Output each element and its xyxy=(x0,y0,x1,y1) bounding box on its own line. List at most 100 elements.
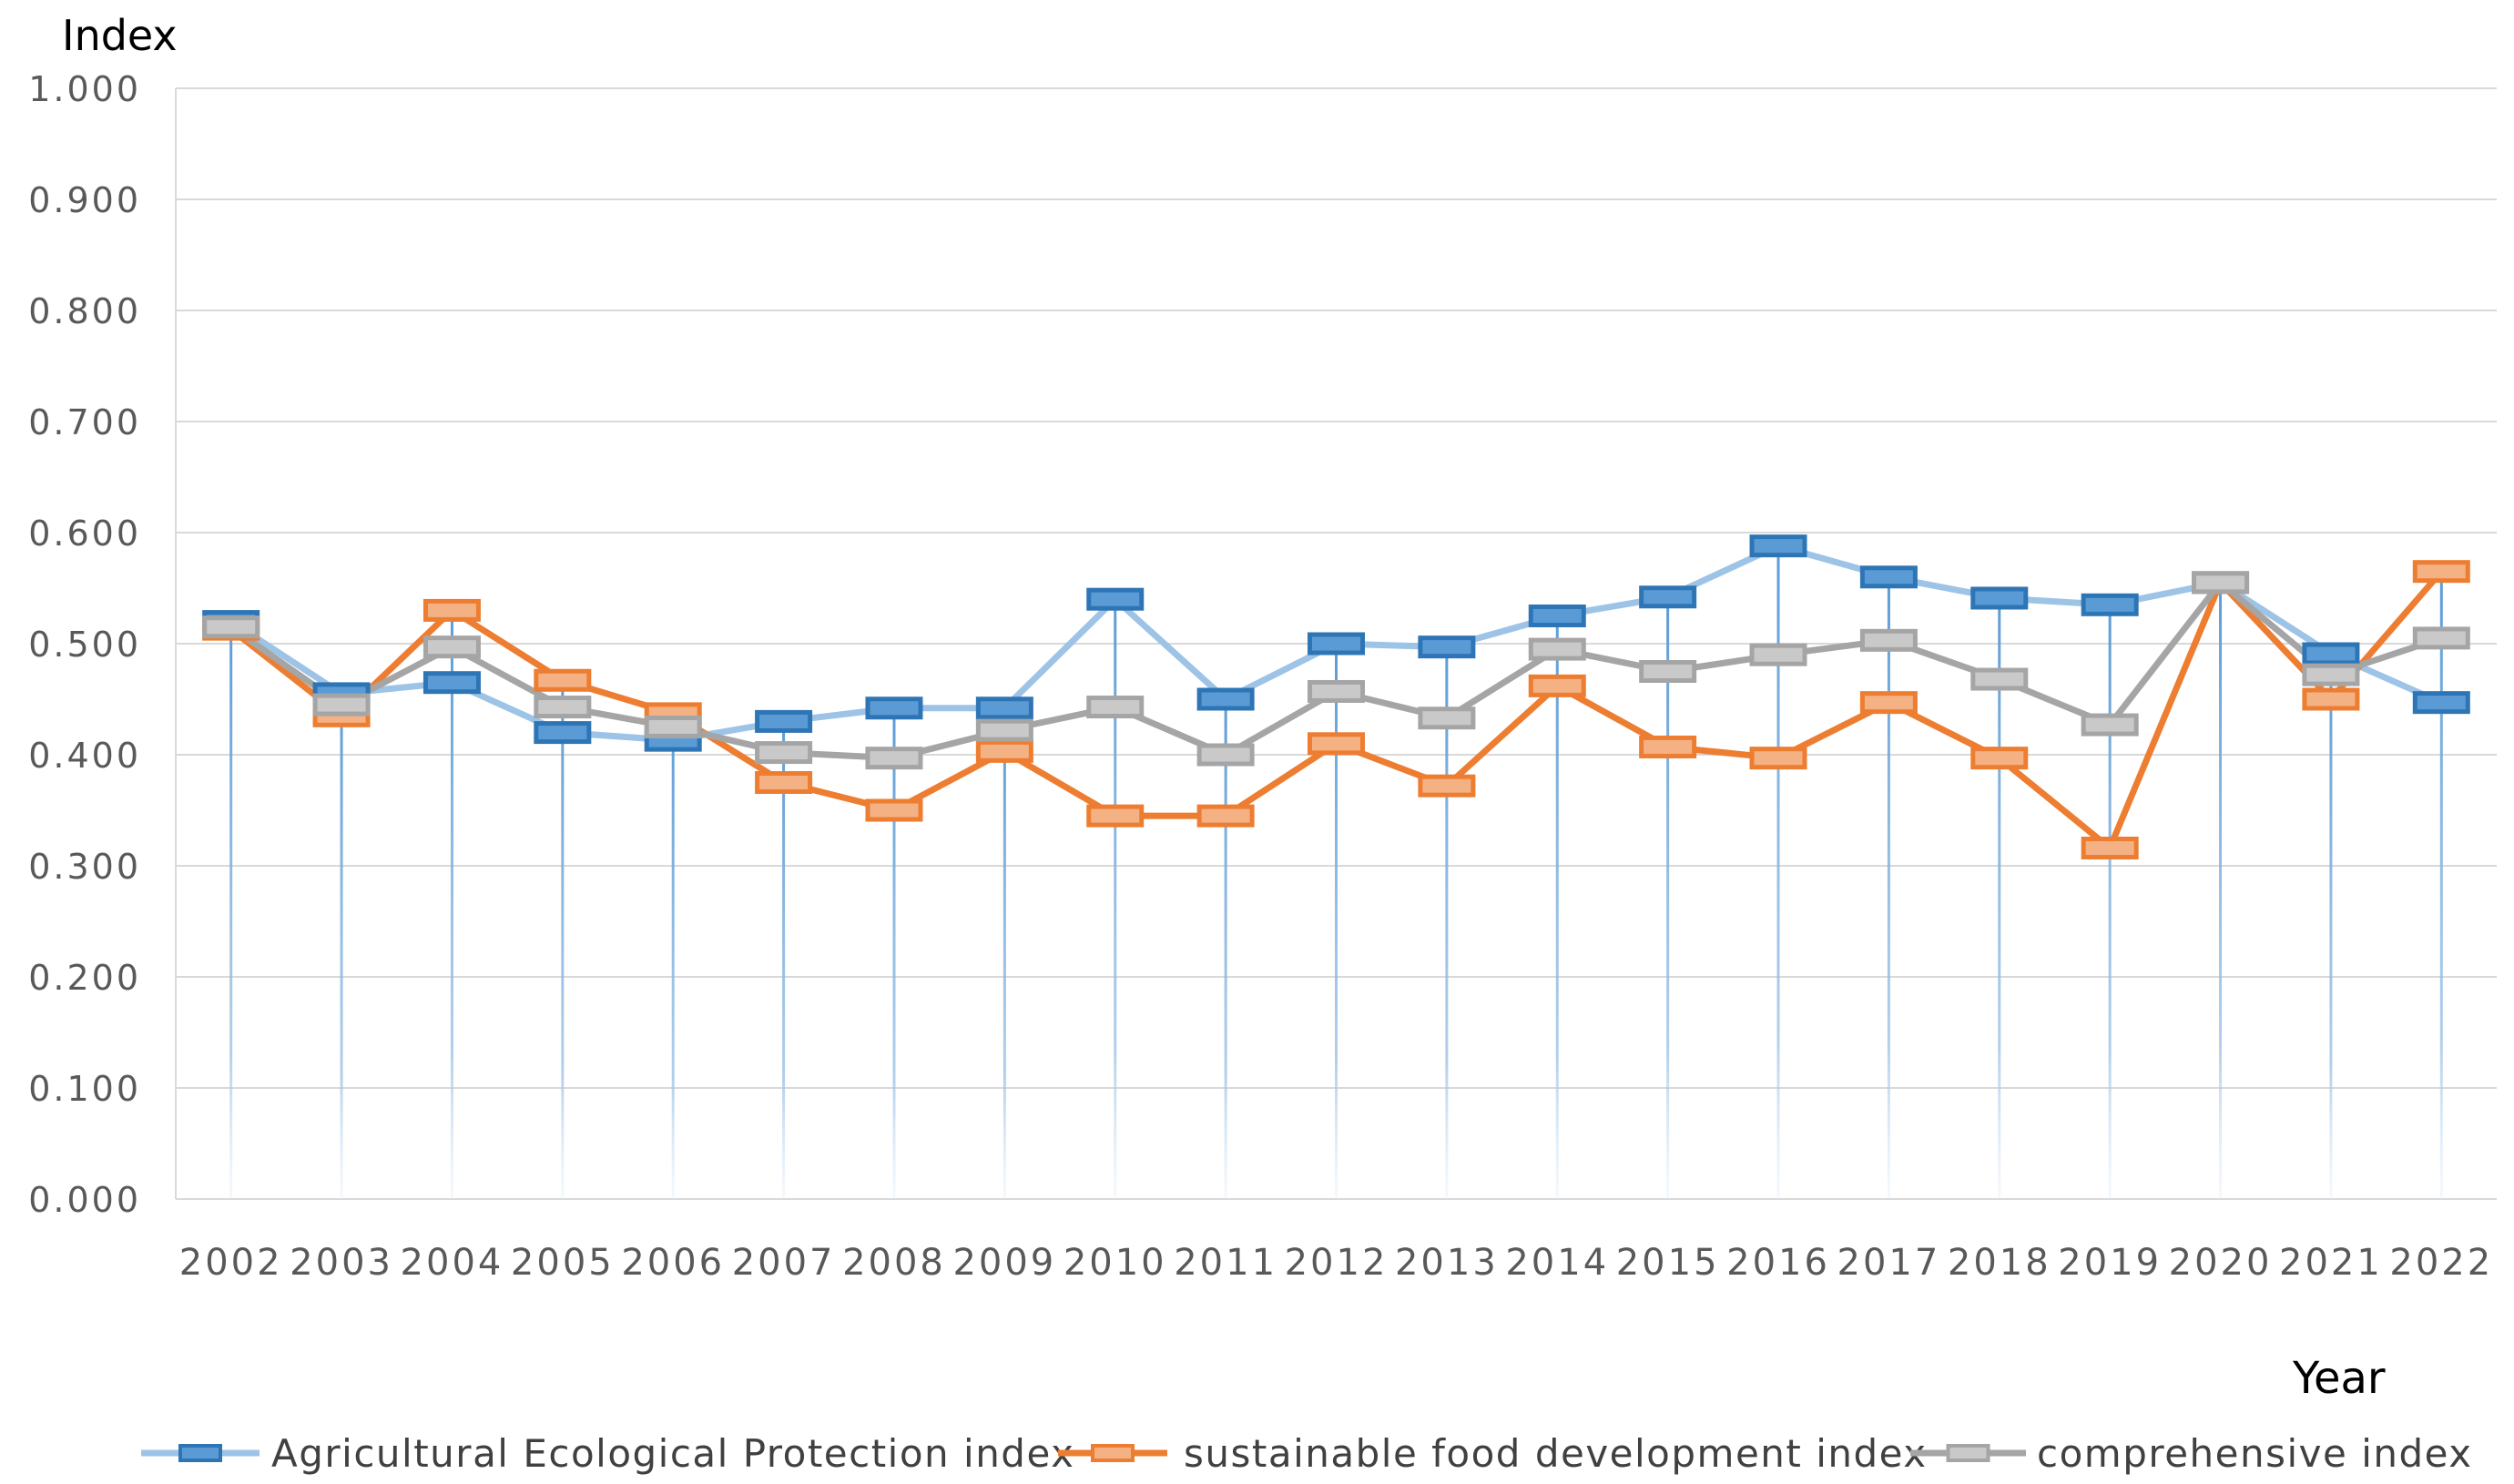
legend-marker xyxy=(178,1444,222,1462)
drop-line xyxy=(1335,644,1338,1199)
x-tick-label: 2012 xyxy=(1285,1242,1389,1284)
data-point xyxy=(2412,626,2470,650)
y-tick-label: 0.700 xyxy=(28,402,141,442)
drop-line xyxy=(892,707,896,1199)
data-point xyxy=(755,709,813,733)
x-tick-label: 2021 xyxy=(2279,1242,2383,1284)
data-point xyxy=(755,741,813,765)
drop-line xyxy=(1998,597,2001,1199)
drop-line xyxy=(1003,707,1006,1199)
y-tick-label: 0.900 xyxy=(28,180,141,220)
drop-line xyxy=(782,721,786,1199)
x-axis-ticks: 2002 2003 2004 2005 2006 2007 2008 2009 2010 2011… xyxy=(179,1242,2493,1284)
data-point xyxy=(312,693,371,717)
data-point xyxy=(1859,691,1918,715)
x-tick-label: 2008 xyxy=(842,1242,946,1284)
drop-line xyxy=(2329,653,2333,1199)
drop-line xyxy=(1555,615,1559,1199)
data-point xyxy=(1528,605,1586,627)
data-point xyxy=(1859,565,1918,589)
drop-line xyxy=(1776,545,1780,1199)
data-point xyxy=(1859,628,1918,652)
data-point xyxy=(644,716,702,738)
data-point xyxy=(2302,642,2360,666)
x-tick-label: 2005 xyxy=(511,1242,615,1284)
y-tick-label: 0.400 xyxy=(28,736,141,776)
x-tick-label: 2022 xyxy=(2389,1242,2493,1284)
data-point xyxy=(865,798,923,822)
x-tick-label: 2013 xyxy=(1395,1242,1499,1284)
legend-label: Agricultural Ecological Protection index xyxy=(271,1431,1074,1476)
data-point xyxy=(422,671,481,695)
data-point xyxy=(1086,804,1145,828)
data-point xyxy=(1639,735,1697,758)
data-point xyxy=(1749,534,1807,558)
data-point xyxy=(1196,743,1255,767)
y-axis-ticks: 0.000 0.100 0.200 0.300 0.400 0.500 0.600 0.700… xyxy=(28,69,141,1220)
data-point xyxy=(865,747,923,770)
drop-line xyxy=(229,621,233,1199)
data-point xyxy=(1749,747,1807,770)
y-tick-label: 0.000 xyxy=(28,1180,141,1220)
drop-line xyxy=(1887,576,1890,1199)
x-tick-label: 2011 xyxy=(1174,1242,1277,1284)
data-point xyxy=(1418,635,1476,659)
data-point xyxy=(534,668,592,692)
y-tick-label: 0.500 xyxy=(28,625,141,665)
drop-line xyxy=(671,713,675,1199)
x-tick-label: 2014 xyxy=(1505,1242,1609,1284)
data-point xyxy=(1196,687,1255,711)
data-point xyxy=(755,771,813,794)
x-tick-label: 2019 xyxy=(2058,1242,2162,1284)
x-tick-label: 2003 xyxy=(290,1242,393,1284)
legend-marker xyxy=(1946,1444,1990,1462)
x-tick-label: 2016 xyxy=(1726,1242,1830,1284)
y-tick-label: 0.800 xyxy=(28,291,141,331)
data-point xyxy=(1196,804,1255,828)
drop-line xyxy=(340,693,343,1199)
data-point xyxy=(2302,663,2360,686)
x-tick-label: 2002 xyxy=(179,1242,283,1284)
data-point xyxy=(1528,674,1586,697)
x-tick-label: 2004 xyxy=(401,1242,504,1284)
drop-line xyxy=(450,610,453,1199)
x-tick-label: 2009 xyxy=(952,1242,1056,1284)
x-tick-label: 2020 xyxy=(2169,1242,2273,1284)
data-point xyxy=(1970,747,2029,770)
y-tick-label: 0.200 xyxy=(28,958,141,998)
data-point xyxy=(202,615,260,639)
legend-label: comprehensive index xyxy=(2037,1431,2473,1476)
x-tick-label: 2017 xyxy=(1837,1242,1941,1284)
data-point xyxy=(2412,560,2470,584)
x-tick-label: 2015 xyxy=(1616,1242,1720,1284)
data-point xyxy=(1418,706,1476,730)
data-point xyxy=(1639,585,1697,609)
data-point xyxy=(2412,691,2470,715)
data-point xyxy=(422,598,481,622)
data-point xyxy=(1086,696,1145,719)
data-point xyxy=(975,696,1033,720)
legend-label: sustainable food development index xyxy=(1184,1431,1928,1476)
x-tick-label: 2010 xyxy=(1064,1242,1167,1284)
y-tick-label: 0.300 xyxy=(28,847,141,887)
data-point xyxy=(975,739,1033,763)
data-point xyxy=(1528,637,1586,661)
y-tick-label: 0.100 xyxy=(28,1069,141,1109)
x-tick-label: 2018 xyxy=(1948,1242,2051,1284)
drop-line xyxy=(2108,605,2112,1199)
data-point xyxy=(1639,660,1697,683)
x-tick-label: 2006 xyxy=(621,1242,725,1284)
legend: Agricultural Ecological Protection index… xyxy=(141,1431,2473,1476)
legend-marker xyxy=(1091,1444,1135,1462)
data-point xyxy=(1308,679,1365,703)
data-point xyxy=(1308,732,1365,756)
data-point xyxy=(2081,836,2139,859)
data-point xyxy=(1749,643,1807,666)
series-markers xyxy=(202,534,2470,859)
data-point xyxy=(1418,774,1476,798)
drop-line xyxy=(1224,699,1227,1199)
x-axis-title: Year xyxy=(2292,1353,2386,1404)
data-point xyxy=(975,718,1033,742)
data-point xyxy=(2302,687,2360,711)
